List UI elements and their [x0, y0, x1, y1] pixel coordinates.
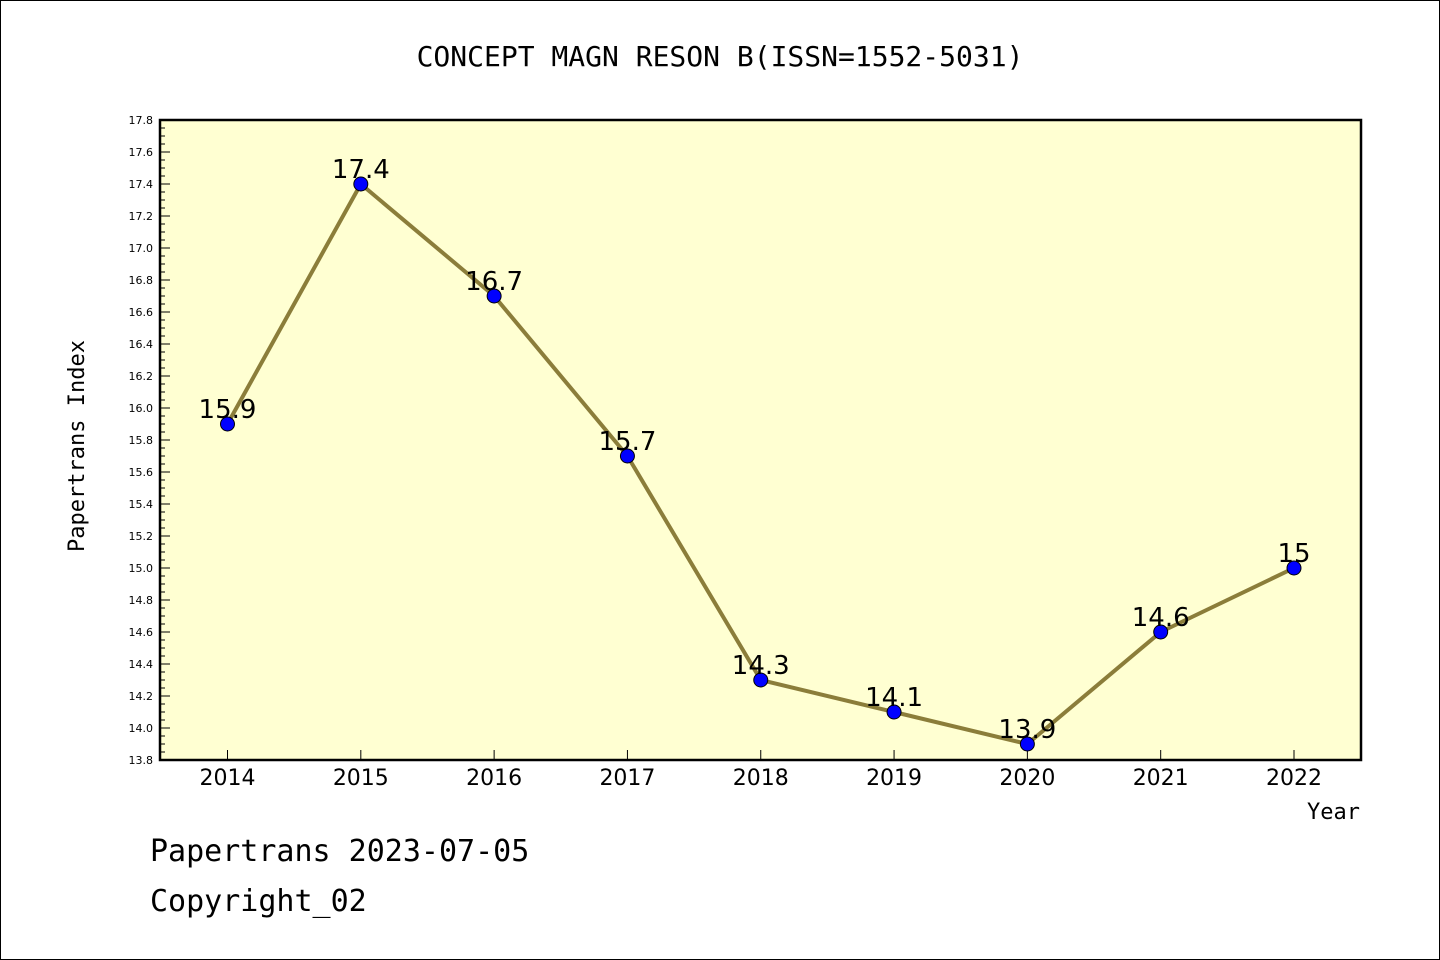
y-tick-label: 17.4 — [129, 178, 154, 191]
data-point — [220, 416, 235, 432]
y-tick-label: 17.6 — [129, 146, 154, 159]
y-axis: 13.8 14.0 14.2 14.4 14.6 14.8 15.0 15.2 15.4 15.6… — [129, 114, 170, 767]
x-axis: 2014 2015 2016 2017 2018 2019 2020 2021 2022 — [200, 750, 1322, 791]
data-point — [1019, 736, 1035, 752]
y-tick-label: 14.2 — [129, 690, 154, 703]
data-label: 16.7 — [465, 267, 523, 297]
x-tick-label: 2021 — [1133, 766, 1189, 791]
x-tick-label: 2018 — [733, 766, 789, 791]
x-tick-label: 2020 — [999, 766, 1055, 791]
y-tick-label: 16.0 — [129, 402, 154, 415]
y-tick-label: 14.0 — [129, 722, 154, 735]
x-tick-label: 2015 — [333, 766, 389, 791]
y-tick-label: 15.4 — [129, 498, 154, 511]
data-label: 17.4 — [332, 155, 390, 185]
data-label: 15.7 — [598, 427, 656, 457]
data-labels-group: 15.9 17.4 16.7 15.7 14.3 14.1 13.9 14.6 15 — [199, 155, 1311, 745]
y-tick-label: 16.8 — [129, 274, 154, 287]
y-tick-label: 15.0 — [129, 562, 154, 575]
y-tick-label: 15.2 — [129, 530, 154, 543]
y-tick-label: 17.8 — [129, 114, 154, 127]
data-point — [753, 672, 769, 688]
y-tick-label: 17.0 — [129, 242, 154, 255]
y-tick-label: 14.8 — [129, 594, 154, 607]
data-point — [486, 288, 502, 304]
y-tick-label: 16.6 — [129, 306, 154, 319]
plot-area — [158, 118, 1363, 762]
data-point — [1286, 560, 1302, 576]
y-tick-label: 16.4 — [129, 338, 154, 351]
data-point — [1153, 624, 1169, 640]
x-tick-label: 2014 — [200, 766, 256, 791]
footer-copyright-text: Copyright_02 — [150, 884, 367, 919]
y-tick-label: 16.2 — [129, 370, 154, 383]
x-tick-label: 2016 — [466, 766, 522, 791]
footer-date-text: Papertrans 2023-07-05 — [150, 834, 530, 869]
y-tick-label: 13.8 — [129, 754, 154, 767]
data-label: 15.9 — [199, 395, 257, 425]
y-axis-title: Papertrans Index — [65, 340, 90, 552]
x-tick-label: 2019 — [866, 766, 922, 791]
data-point — [619, 448, 635, 464]
data-point — [886, 704, 902, 720]
data-label: 14.1 — [865, 683, 923, 713]
x-tick-label: 2022 — [1266, 766, 1322, 791]
chart-title: CONCEPT MAGN RESON B(ISSN=1552-5031) — [417, 40, 1024, 73]
y-tick-label: 17.2 — [129, 210, 154, 223]
x-axis-title: Year — [1307, 800, 1360, 825]
y-tick-label: 14.4 — [129, 658, 154, 671]
data-label: 13.9 — [998, 715, 1056, 745]
data-point — [353, 176, 369, 192]
data-label: 15 — [1277, 539, 1310, 569]
y-tick-label: 14.6 — [129, 626, 154, 639]
y-tick-label: 15.6 — [129, 466, 154, 479]
series-markers-group — [220, 176, 1302, 752]
data-label: 14.3 — [732, 651, 790, 681]
data-label: 14.6 — [1132, 603, 1190, 633]
y-tick-label: 15.8 — [129, 434, 154, 447]
x-tick-label: 2017 — [599, 766, 655, 791]
